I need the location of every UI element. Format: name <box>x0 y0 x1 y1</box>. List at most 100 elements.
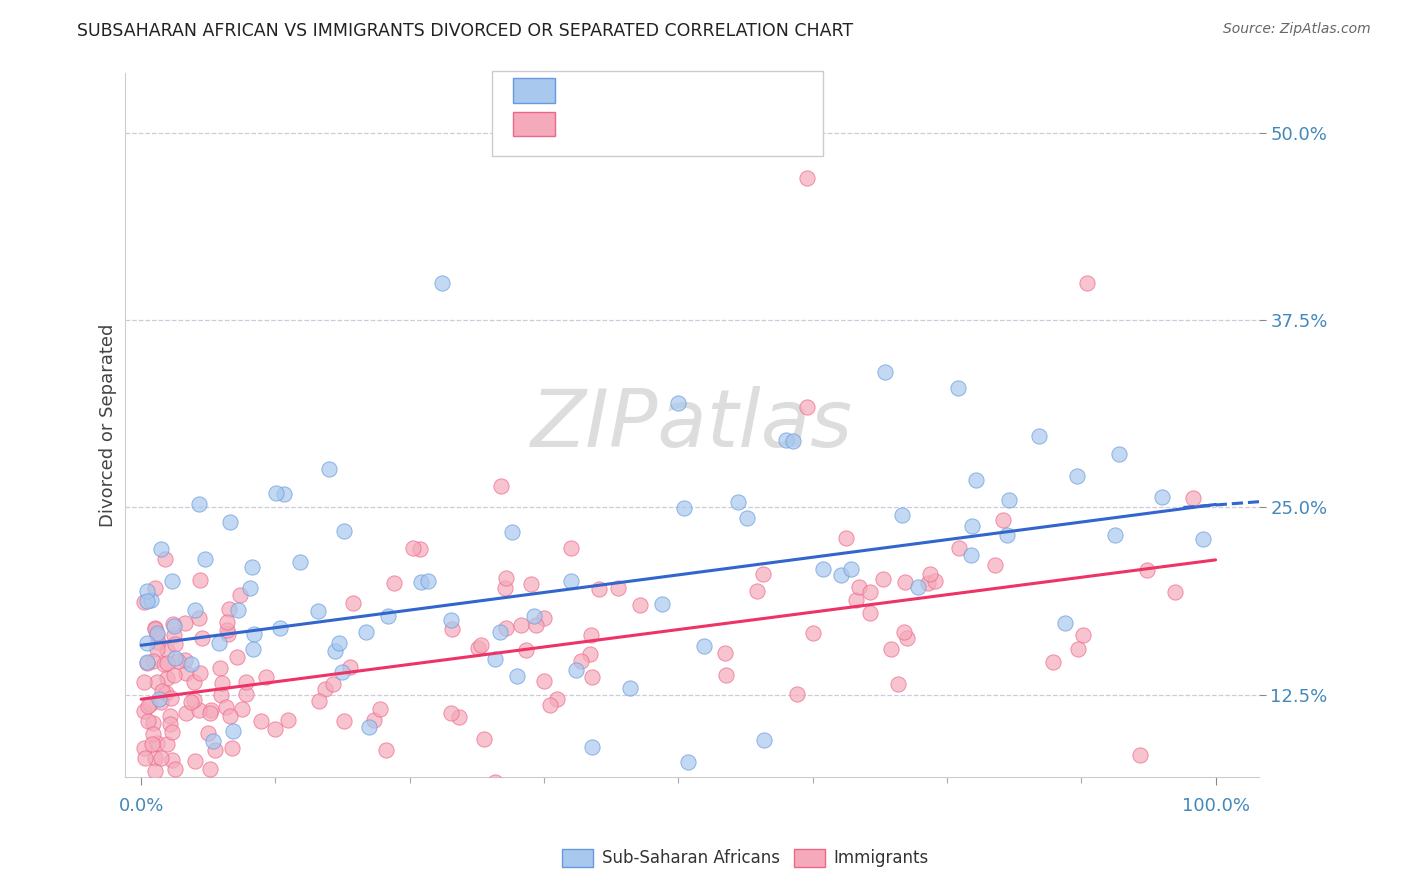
Point <box>501 525 523 540</box>
Point <box>221 741 243 756</box>
Point <box>714 667 737 681</box>
Point <box>231 702 253 716</box>
Point <box>918 567 941 582</box>
Point <box>782 434 804 448</box>
Point <box>1150 490 1173 504</box>
Point <box>960 518 983 533</box>
Point <box>264 723 287 737</box>
Point <box>745 584 768 599</box>
Point <box>786 687 808 701</box>
Point <box>242 626 264 640</box>
Point <box>342 596 364 610</box>
Point <box>308 694 330 708</box>
Point <box>156 656 179 670</box>
Point <box>173 615 195 630</box>
Point <box>197 726 219 740</box>
Point <box>494 581 516 595</box>
Point <box>180 695 202 709</box>
Point <box>754 732 776 747</box>
Point <box>134 740 156 755</box>
Point <box>139 593 162 607</box>
Text: 79: 79 <box>703 81 728 99</box>
Point <box>891 508 914 523</box>
Text: N =: N = <box>665 115 704 133</box>
Point <box>330 665 353 679</box>
Point <box>264 485 287 500</box>
Point <box>155 686 177 700</box>
Point <box>215 615 238 629</box>
Point <box>314 682 336 697</box>
Point <box>143 622 166 636</box>
Point <box>142 727 165 741</box>
Point <box>200 704 222 718</box>
Point <box>960 548 983 562</box>
Point <box>339 659 361 673</box>
Point <box>148 692 170 706</box>
Point <box>160 574 183 588</box>
Point <box>198 706 221 720</box>
Point <box>484 652 506 666</box>
Point <box>204 743 226 757</box>
Point <box>174 653 197 667</box>
Point <box>226 602 249 616</box>
Point <box>307 604 329 618</box>
Point <box>538 698 561 712</box>
Point <box>184 754 207 768</box>
Point <box>152 684 174 698</box>
Point <box>156 671 179 685</box>
Point <box>714 646 737 660</box>
Point <box>752 566 775 581</box>
Point <box>896 632 918 646</box>
Point <box>560 574 582 589</box>
Point <box>235 674 257 689</box>
Text: Source: ZipAtlas.com: Source: ZipAtlas.com <box>1223 22 1371 37</box>
Point <box>735 511 758 525</box>
Point <box>533 611 555 625</box>
Point <box>1136 563 1159 577</box>
Point <box>318 461 340 475</box>
Point <box>209 660 232 674</box>
Point <box>188 497 211 511</box>
Point <box>907 580 929 594</box>
Point <box>163 628 186 642</box>
Point <box>560 541 582 556</box>
Point <box>269 622 291 636</box>
Point <box>354 625 377 640</box>
Point <box>1181 491 1204 506</box>
Point <box>174 706 197 721</box>
Point <box>134 751 156 765</box>
Point <box>546 692 568 706</box>
Text: 155: 155 <box>703 115 741 133</box>
Point <box>134 704 156 718</box>
Point <box>523 609 546 624</box>
Point <box>143 581 166 595</box>
Point <box>218 601 240 615</box>
Point <box>467 640 489 655</box>
Point <box>873 365 896 379</box>
Point <box>830 567 852 582</box>
Point <box>180 657 202 671</box>
Point <box>136 657 159 671</box>
Point <box>402 541 425 555</box>
Point <box>322 677 344 691</box>
Point <box>215 623 238 637</box>
Point <box>489 479 512 493</box>
Point <box>219 709 242 723</box>
Point <box>872 572 894 586</box>
Point <box>893 625 915 640</box>
Point <box>142 715 165 730</box>
Point <box>524 617 547 632</box>
Point <box>619 681 641 695</box>
Point <box>848 580 870 594</box>
Point <box>472 732 495 747</box>
Point <box>222 724 245 739</box>
Point <box>149 541 172 556</box>
Point <box>240 560 263 574</box>
Point <box>142 654 165 668</box>
Point <box>440 706 463 721</box>
Point <box>134 674 156 689</box>
Point <box>368 702 391 716</box>
Point <box>565 664 588 678</box>
Point <box>588 582 610 597</box>
Point <box>194 551 217 566</box>
